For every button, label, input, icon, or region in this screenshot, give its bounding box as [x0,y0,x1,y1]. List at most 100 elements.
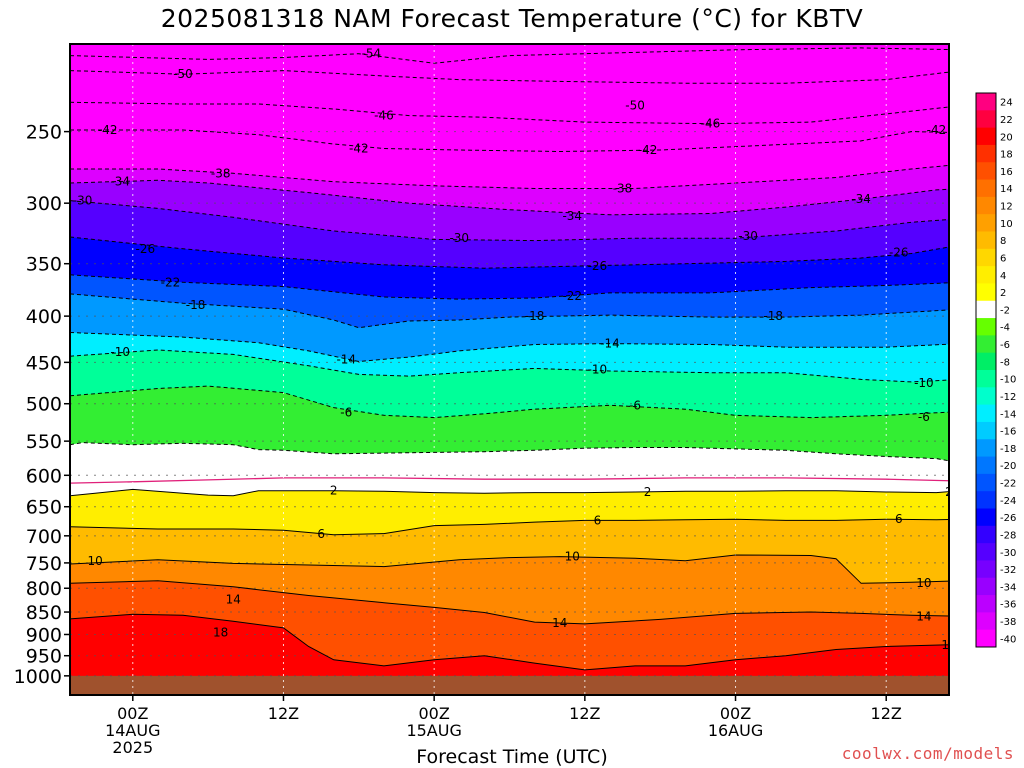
contour-label--10-1: -10 [588,362,608,376]
colorbar-swatch-14 [976,335,996,354]
colorbar-swatch-23 [976,491,996,509]
colorbar-swatch-9 [976,248,996,267]
contour-label--54-0: -54 [362,47,382,61]
y-tick-label-800: 800 [26,578,62,600]
contour-line--34 [70,179,949,216]
colorbar-label-3: 18 [1000,150,1013,161]
colorbar-swatch-17 [976,387,996,406]
contour-label--18-0: -18 [186,298,206,312]
colorbar-swatch-20 [976,439,996,458]
contour-label--10-2: -10 [914,376,934,390]
contour-label--46-1: -46 [701,117,721,131]
y-tick-label-250: 250 [26,122,62,144]
colorbar: 24 22 20 18 16 14 12 10 8 6 4 2 -2 -4 -6 -8 -10 -12 -14 -16… [975,92,1016,648]
contour-label--42-3: -42 [927,123,947,137]
x-tick-label-0-2: 2025 [112,738,153,757]
contour-label--22-1: -22 [562,289,582,303]
colorbar-label-17: -12 [1000,392,1016,403]
contour-label--22-2: -22 [952,275,972,289]
contour-label-2-1: 2 [644,485,652,499]
freezing-level-line [70,477,949,484]
contour-line--14 [70,332,949,363]
contour-label--42-2: -42 [638,143,658,157]
colorbar-label-24: -26 [1000,513,1016,524]
colorbar-swatch-15 [976,352,996,371]
plot-frame [69,43,950,696]
contour-label--18-2: -18 [763,309,783,323]
contour-label--22-0: -22 [161,275,181,289]
colorbar-swatch-31 [976,629,996,648]
colorbar-label-8: 8 [1000,236,1006,247]
colorbar-label-18: -14 [1000,409,1016,420]
grid-lines [70,44,949,695]
contour-label--14-2: -14 [952,336,972,350]
colorbar-swatch-1 [976,110,996,129]
contour-line--22 [70,274,949,300]
colorbar-swatch-0 [976,93,996,111]
x-tick-label-0-0: 00Z [117,704,148,723]
contour-label-14-0: 14 [226,592,241,606]
colorbar-label-6: 12 [1000,202,1013,213]
colorbar-label-2: 20 [1000,132,1013,143]
colorbar-label-10: 4 [1000,271,1006,282]
contour-label--34-0: -34 [110,175,130,189]
contour-line-14 [70,580,949,625]
colorbar-label-1: 22 [1000,115,1013,126]
colorbar-swatch-19 [976,421,996,440]
y-tick-label-400: 400 [26,306,62,328]
contour-label--34-1: -34 [562,209,582,223]
contour-label-10-2: 10 [916,576,931,590]
contour-label--10-0: -10 [110,345,130,359]
colorbar-label-20: -18 [1000,444,1016,455]
contour-label-14-1: 14 [552,616,567,630]
y-tick-label-650: 650 [26,497,62,519]
y-tick-label-1000: 1000 [14,666,62,688]
contour-label-10-0: 10 [87,554,102,568]
colorbar-label-23: -24 [1000,496,1016,507]
colorbar-label-15: -8 [1000,357,1010,368]
colorbar-label-16: -10 [1000,375,1016,386]
colorbar-label-0: 24 [1000,98,1013,109]
contour-label--6-0: -6 [340,405,352,419]
colorbar-swatch-18 [976,404,996,423]
colorbar-frame [975,92,997,648]
contour-label--26-2: -26 [889,245,909,259]
colorbar-label-26: -30 [1000,548,1016,559]
ground-fill [70,675,949,695]
colorbar-swatch-5 [976,179,996,198]
temperature-bands [70,44,949,695]
colorbar-swatch-16 [976,370,996,388]
colorbar-label-14: -6 [1000,340,1010,351]
contour-label--38-1: -38 [613,182,633,196]
colorbar-label-12: -2 [1000,305,1010,316]
y-tick-label-450: 450 [26,352,62,374]
y-tick-label-950: 950 [26,646,62,668]
contour-label--42-1: -42 [349,142,369,156]
contour-label-18-1: 18 [941,638,956,652]
colorbar-label-4: 16 [1000,167,1013,178]
colorbar-label-5: 14 [1000,184,1013,195]
colorbar-label-22: -22 [1000,479,1016,490]
contour-line--42 [70,129,949,153]
colorbar-label-31: -40 [1000,634,1016,645]
colorbar-swatch-13 [976,318,996,336]
colorbar-swatch-8 [976,231,996,250]
x-tick-label-60-0: 12Z [871,704,902,723]
contour-label--50-1: -50 [625,99,645,113]
contour-line-6 [70,518,949,536]
contour-label--50-2: -50 [952,64,972,78]
colorbar-swatch-2 [976,127,996,146]
contour-line--50 [70,70,949,84]
contour-label--14-1: -14 [600,337,620,351]
contour-label--14-0: -14 [336,353,356,367]
contour-line--26 [70,236,949,269]
contour-line--2 [70,442,949,462]
contour-label-10-1: 10 [565,550,580,564]
colorbar-swatch-4 [976,162,996,181]
contour-line--18 [70,293,949,329]
colorbar-swatch-7 [976,214,996,232]
y-tick-label-500: 500 [26,394,62,416]
contour-line-10 [70,554,949,584]
